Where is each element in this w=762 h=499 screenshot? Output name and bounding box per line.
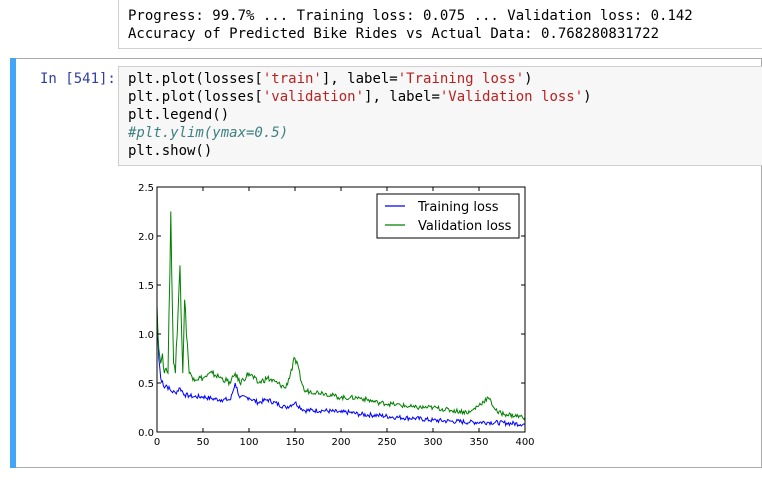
x-tick-label: 350	[469, 437, 488, 448]
x-tick-label: 400	[515, 437, 534, 448]
output-accuracy-line: Accuracy of Predicted Bike Rides vs Actu…	[128, 26, 660, 42]
previous-output-area	[118, 0, 762, 49]
y-tick-label: 1.5	[138, 281, 154, 292]
legend-label-training: Training loss	[417, 200, 499, 215]
x-tick-label: 200	[331, 437, 350, 448]
code-line-3: plt.legend()	[128, 107, 230, 123]
x-tick-label: 50	[197, 437, 210, 448]
code-line-4-comment: #plt.ylim(ymax=0.5)	[128, 125, 289, 141]
x-tick-label: 0	[154, 437, 160, 448]
x-tick-label: 300	[423, 437, 442, 448]
x-tick-label: 150	[285, 437, 304, 448]
cell-selection-bar	[10, 58, 16, 468]
y-tick-label: 2.0	[138, 232, 154, 243]
x-tick-label: 250	[377, 437, 396, 448]
series-line-validation	[156, 211, 526, 421]
code-line-5: plt.show()	[128, 143, 213, 159]
legend-box	[376, 193, 520, 239]
code-line-2: plt.plot(losses['validation'], label='Va…	[128, 89, 592, 105]
y-tick-label: 2.5	[138, 183, 154, 194]
x-tick-label: 100	[239, 437, 258, 448]
y-tick-label: 1.0	[138, 330, 154, 341]
legend-label-validation: Validation loss	[418, 219, 512, 234]
cell-prompt: In [541]:	[40, 71, 116, 87]
code-input-area[interactable]	[118, 66, 762, 166]
series-line-training	[156, 314, 526, 428]
y-tick-label: 0.5	[138, 379, 154, 390]
code-line-1: plt.plot(losses['train'], label='Trainin…	[128, 71, 533, 87]
y-tick-label: 0.0	[138, 428, 154, 439]
output-progress-line: Progress: 99.7% ... Training loss: 0.075…	[128, 8, 693, 24]
